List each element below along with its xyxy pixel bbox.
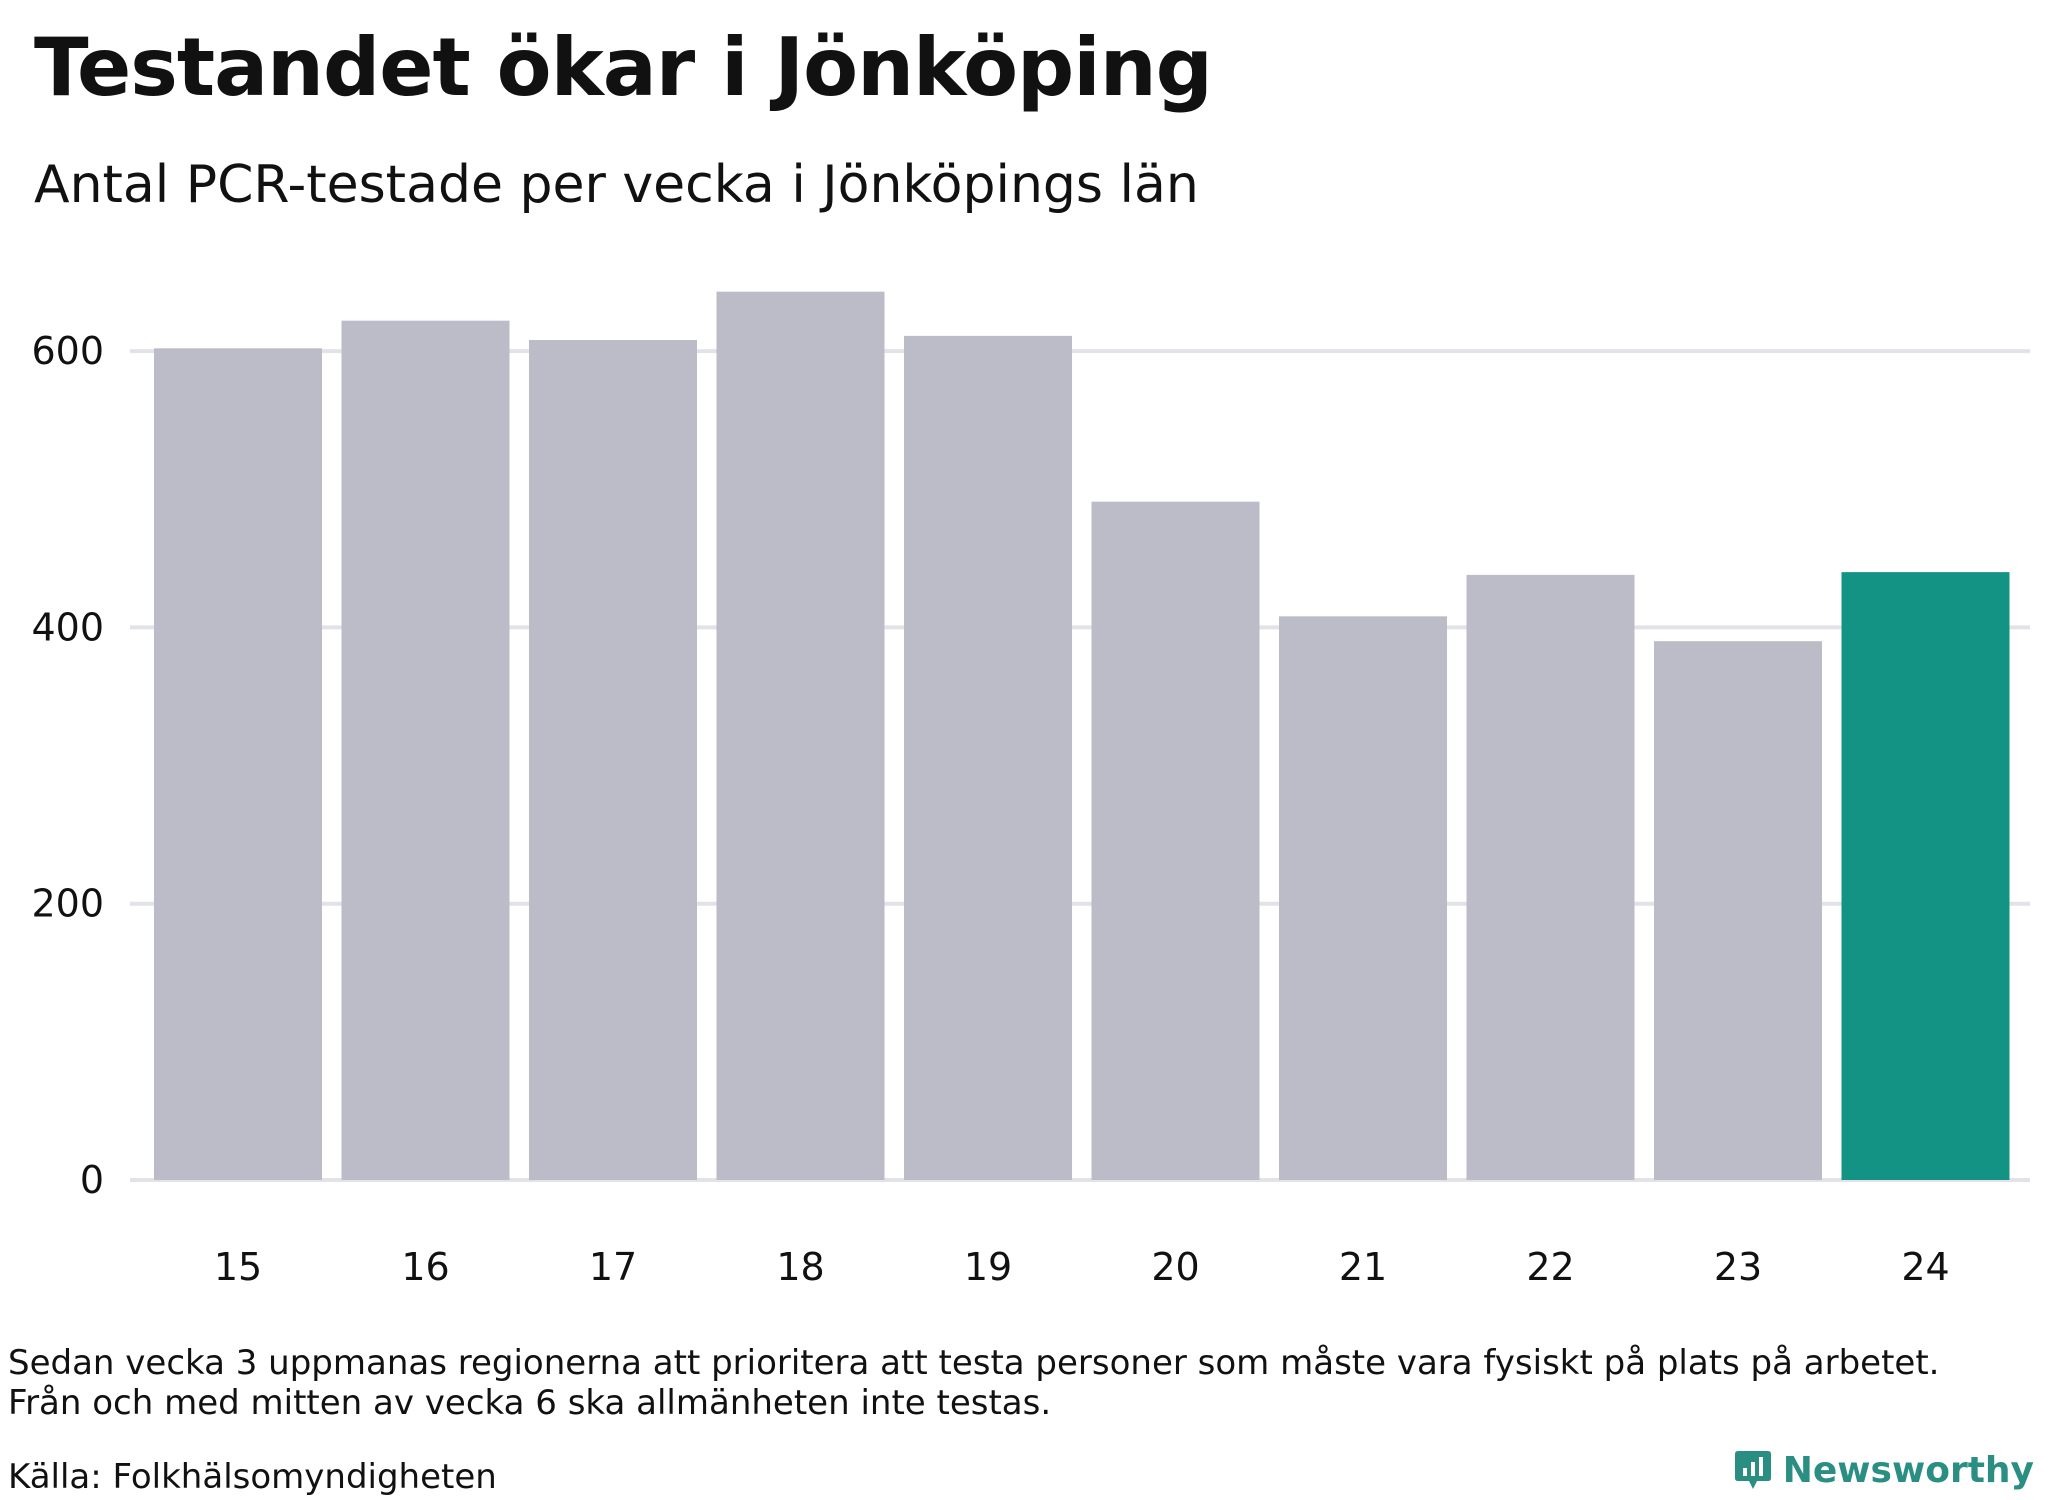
x-tick-label: 19 — [964, 1245, 1012, 1289]
x-tick-label: 18 — [776, 1245, 824, 1289]
y-tick-label: 0 — [80, 1158, 104, 1202]
x-tick-label: 23 — [1714, 1245, 1762, 1289]
x-tick-label: 22 — [1526, 1245, 1574, 1289]
x-tick-label: 24 — [1901, 1245, 1949, 1289]
bar-week-23 — [1654, 641, 1822, 1180]
source-credit: Källa: Folkhälsomyndigheten — [8, 1457, 497, 1497]
bar-week-22 — [1466, 574, 1635, 1180]
x-tick-label: 15 — [214, 1245, 262, 1289]
bars — [154, 291, 2010, 1180]
bar-week-24 — [1841, 572, 2010, 1180]
bar-chart: 0 200 400 600 15 16 17 18 19 20 21 22 23 24 — [31, 291, 2030, 1289]
x-axis-ticks: 15 16 17 18 19 20 21 22 23 24 — [214, 1245, 1950, 1289]
newsworthy-logo-icon — [1734, 1451, 1771, 1489]
bar-week-20 — [1091, 501, 1260, 1180]
x-tick-label: 16 — [401, 1245, 449, 1289]
y-tick-label: 600 — [31, 329, 104, 373]
chart-title: Testandet ökar i Jönköping — [34, 21, 1213, 114]
y-tick-label: 400 — [31, 605, 104, 649]
x-tick-label: 21 — [1339, 1245, 1387, 1289]
bar-week-16 — [341, 320, 510, 1180]
bar-week-15 — [154, 348, 322, 1180]
note-line-2: Från och med mitten av vecka 6 ska allmä… — [8, 1383, 1052, 1423]
x-tick-label: 17 — [589, 1245, 637, 1289]
y-tick-label: 200 — [31, 882, 104, 926]
bar-week-19 — [904, 335, 1072, 1180]
x-tick-label: 20 — [1151, 1245, 1199, 1289]
chart-note: Sedan vecka 3 uppmanas regionerna att pr… — [8, 1343, 1939, 1423]
y-axis-ticks: 0 200 400 600 — [31, 329, 104, 1202]
bar-week-21 — [1279, 616, 1447, 1180]
brand-logo[interactable]: Newsworthy — [1733, 1448, 2034, 1492]
chart-subtitle: Antal PCR-testade per vecka i Jönköpings… — [34, 155, 1199, 215]
bar-week-17 — [529, 340, 697, 1180]
bar-week-18 — [716, 291, 885, 1180]
brand-name: Newsworthy — [1782, 1449, 2034, 1491]
note-line-1: Sedan vecka 3 uppmanas regionerna att pr… — [8, 1343, 1940, 1383]
